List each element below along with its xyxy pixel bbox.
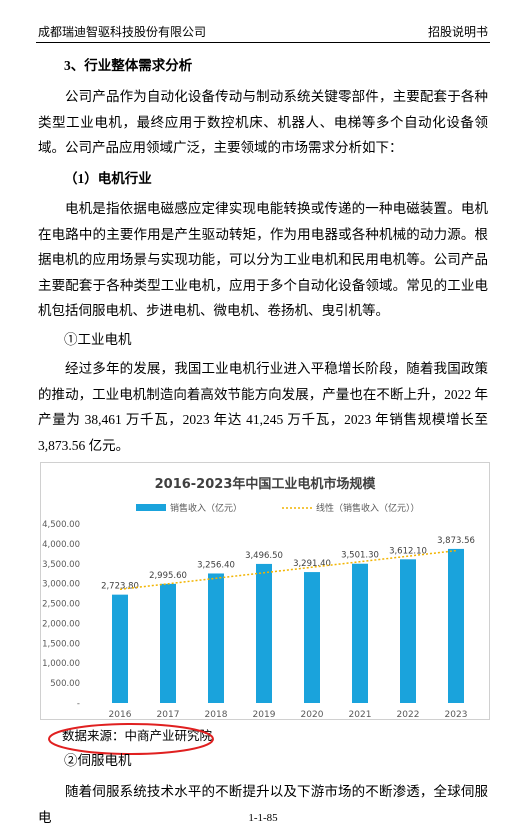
data-label: 3,501.30 [341, 551, 379, 561]
chart: 2016-2023年中国工业电机市场规模 - 500.00 1,000.00 1,50… [40, 462, 490, 720]
bar [256, 563, 272, 703]
y-tick-label: 3,500.00 [42, 560, 80, 570]
list-item: ②伺服电机 [64, 753, 132, 768]
data-label: 3,496.50 [245, 551, 283, 561]
bar [400, 559, 416, 703]
header-company: 成都瑞迪智驱科技股份有限公司 [38, 25, 207, 39]
x-tick-label: 2020 [301, 710, 324, 720]
y-tick-label: 4,000.00 [42, 540, 80, 550]
list-item: ①工业电机 [64, 332, 132, 347]
data-label: 3,256.40 [197, 560, 235, 570]
bar [304, 572, 320, 703]
trend-line [119, 549, 457, 591]
data-label: 3,873.56 [437, 536, 475, 546]
section-heading: 3、行业整体需求分析 [64, 58, 193, 73]
data-label: 2,723.80 [101, 582, 139, 592]
source: 数据来源：中商产业研究院 [62, 729, 213, 743]
x-tick-label: 2019 [253, 710, 276, 720]
data-label: 3,612.10 [389, 546, 427, 556]
x-tick-label: 2018 [205, 710, 228, 720]
paragraph: 电机是指依据电磁感应定律实现电能转换或传递的一种电磁装置。电机在电路中的主要作用… [38, 201, 488, 319]
x-tick-label: 2021 [349, 710, 372, 720]
x-tick-label: 2023 [445, 710, 468, 720]
y-tick-label: - [77, 699, 80, 709]
legend-label: 销售收入（亿元） [170, 502, 242, 514]
y-tick-label: 3,000.00 [42, 580, 80, 590]
bar [208, 573, 224, 703]
header-rule [36, 42, 490, 43]
y-tick-label: 500.00 [50, 679, 80, 689]
y-tick-label: 1,500.00 [42, 639, 80, 649]
x-tick-label: 2016 [109, 710, 132, 720]
chart-title: 2016-2023年中国工业电机市场规模 [155, 476, 377, 492]
y-tick-label: 4,500.00 [42, 520, 80, 530]
header-doc: 招股说明书 [427, 25, 488, 39]
paragraph: 随着伺服系统技术水平的不断提升以及下游市场的不断渗透，全球伺服电 [38, 784, 488, 825]
bar [448, 548, 464, 703]
x-tick-label: 2017 [157, 710, 180, 720]
paragraph: 经过多年的发展，我国工业电机行业进入平稳增长阶段，随着我国政策的推动，工业电机制… [38, 361, 488, 453]
subheading: （1）电机行业 [64, 171, 152, 186]
bar [160, 583, 176, 703]
legend-swatch [136, 504, 166, 511]
highlight-ellipse [48, 723, 214, 755]
legend-label: 线性（销售收入（亿元）） [316, 502, 420, 514]
y-tick-label: 2,000.00 [42, 619, 80, 629]
bar [352, 563, 368, 703]
data-label: 3,291.40 [293, 559, 331, 569]
y-tick-label: 2,500.00 [42, 600, 80, 610]
x-tick-label: 2022 [397, 710, 420, 720]
data-label: 2,995.60 [149, 571, 187, 581]
bar [112, 594, 128, 703]
footer: 1-1-85 [248, 812, 278, 824]
paragraph: 公司产品作为自动化设备传动与制动系统关键零部件，主要配套于各种类型工业电机，最终… [38, 89, 488, 156]
y-tick-label: 1,000.00 [42, 659, 80, 669]
